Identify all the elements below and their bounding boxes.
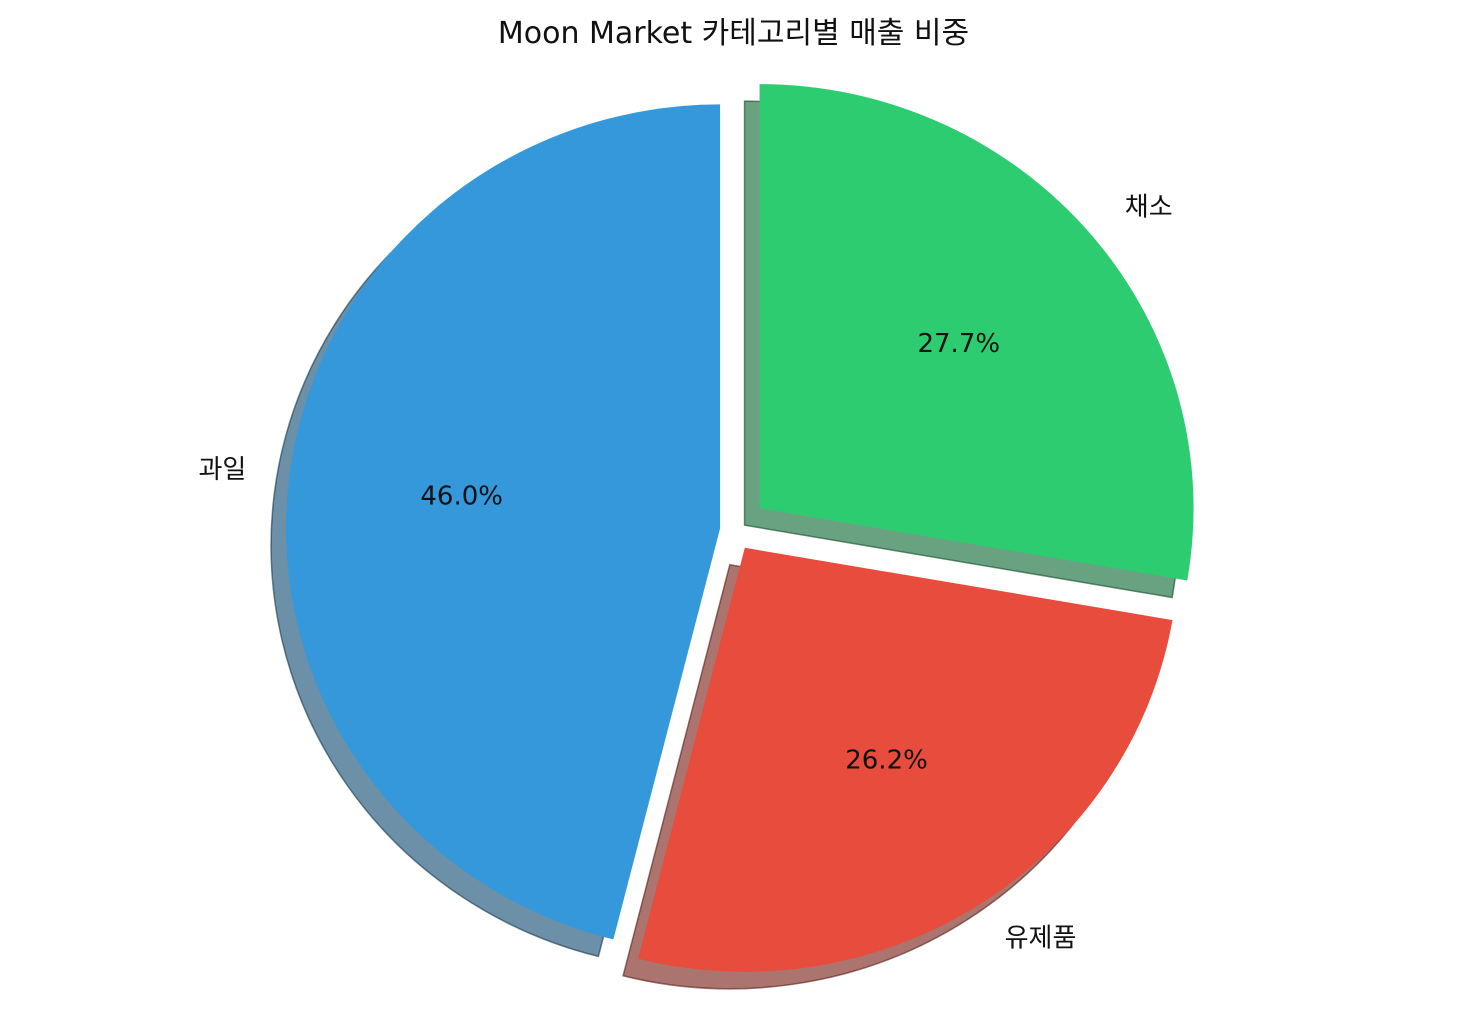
chart-title: Moon Market 카테고리별 매출 비중 xyxy=(497,16,970,51)
pie-slice-2 xyxy=(759,84,1194,581)
category-label-2: 채소 xyxy=(1125,192,1173,222)
category-label-1: 유제품 xyxy=(1005,924,1077,954)
percent-label-1: 26.2% xyxy=(845,746,928,776)
pie-slice-0 xyxy=(286,104,721,940)
pie-slices xyxy=(286,84,1194,972)
percent-label-0: 46.0% xyxy=(420,481,503,511)
percent-label-2: 27.7% xyxy=(917,329,1000,359)
category-label-0: 과일 xyxy=(199,455,247,485)
pie-labels: 과일 46.0% 유제품 26.2% 채소 27.7% xyxy=(199,192,1173,953)
pie-slice-1 xyxy=(638,547,1173,972)
